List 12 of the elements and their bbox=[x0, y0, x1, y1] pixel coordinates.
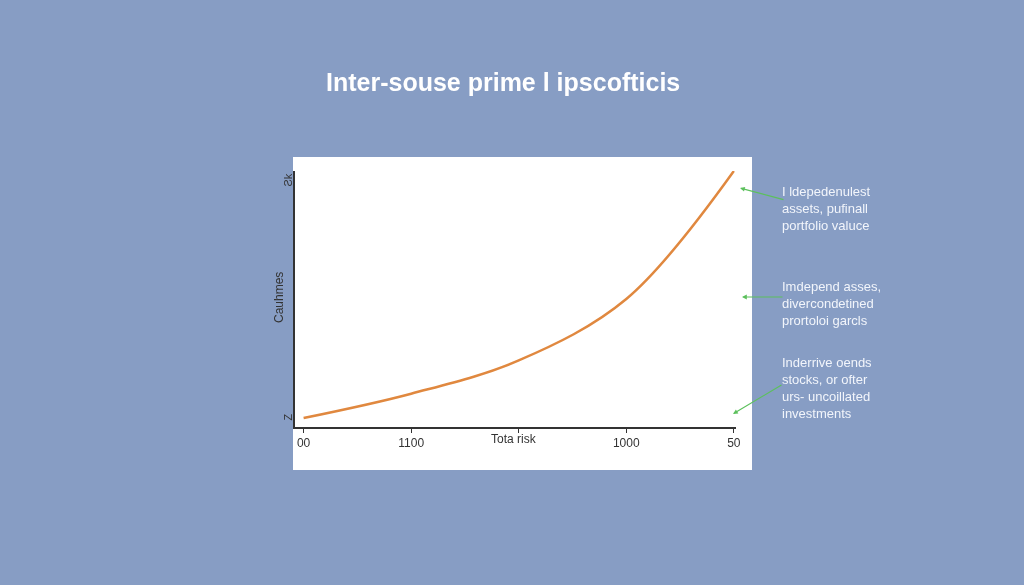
x-axis-title: Tota risk bbox=[491, 432, 537, 446]
x-tick-label: 1100 bbox=[398, 436, 425, 451]
x-tick-label: 50 bbox=[727, 436, 741, 451]
annotation: Ƨk bbox=[281, 173, 294, 187]
x-tick-label: 00 bbox=[296, 436, 311, 451]
chart-title: Inter-souse prime l ipscofticis bbox=[326, 68, 681, 96]
y-axis-title: Cauhmes bbox=[272, 271, 286, 323]
text: I ldepedenulest assets, pufinall portfolio valuce bbox=[782, 184, 871, 233]
text: Inderrive oends stocks, or ofter urs- uncoillated investments bbox=[782, 355, 873, 421]
text: Imdepend asses, divercondetined prortoloi garcls bbox=[782, 279, 882, 328]
x-tick-label: 1000 bbox=[612, 436, 640, 451]
annotation: Z bbox=[281, 413, 294, 421]
